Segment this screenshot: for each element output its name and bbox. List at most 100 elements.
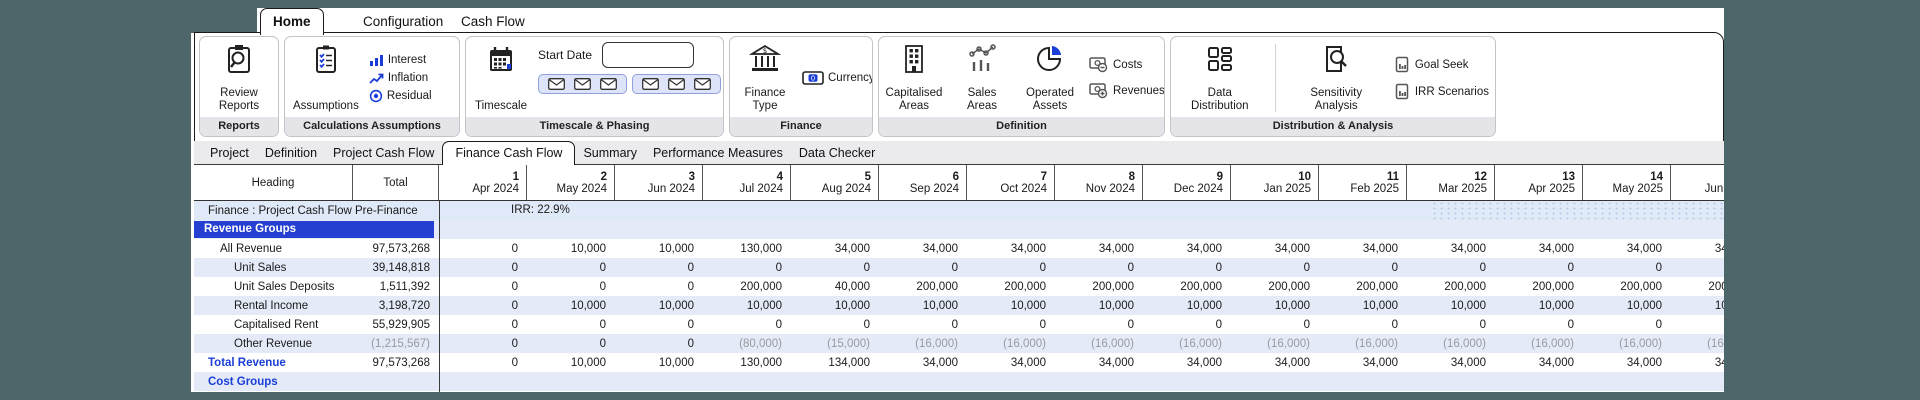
value-cell[interactable]: 34,000 xyxy=(1495,357,1583,369)
value-cell[interactable]: 0 xyxy=(791,262,879,274)
total-cell[interactable]: 1,511,392 xyxy=(353,281,439,293)
total-cell[interactable]: 3,198,720 xyxy=(353,300,439,312)
sheet-tab-performance-measures[interactable]: Performance Measures xyxy=(645,142,791,164)
value-cell[interactable]: (16,000) xyxy=(1319,338,1407,350)
timescale-button[interactable]: Timescale xyxy=(472,40,530,116)
value-cell[interactable]: 0 xyxy=(1055,262,1143,274)
table-row-total-revenue[interactable]: Total Revenue97,573,268010,00010,000130,… xyxy=(194,353,1724,372)
value-cell[interactable]: 130,000 xyxy=(703,243,791,255)
total-cell[interactable]: (1,215,567) xyxy=(353,338,439,350)
table-row-unit-sales-deposits[interactable]: Unit Sales Deposits1,511,392000200,00040… xyxy=(194,277,1724,296)
sheet-tab-project-cash-flow[interactable]: Project Cash Flow xyxy=(325,142,442,164)
value-cell[interactable]: 0 xyxy=(439,300,527,312)
capitalised-areas-button[interactable]: Capitalised Areas xyxy=(885,40,943,116)
sheet-tab-data-checker[interactable]: Data Checker xyxy=(791,142,883,164)
value-cell[interactable]: 200,000 xyxy=(1231,281,1319,293)
envelope-icon[interactable] xyxy=(574,78,591,90)
value-cell[interactable]: 0 xyxy=(527,262,615,274)
value-cell[interactable]: 0 xyxy=(615,262,703,274)
value-cell[interactable]: 134,000 xyxy=(791,357,879,369)
assumptions-button[interactable]: Assumptions xyxy=(291,40,361,116)
value-cell[interactable]: 34,000 xyxy=(1671,243,1724,255)
total-cell[interactable]: 55,929,905 xyxy=(353,319,439,331)
value-cell[interactable]: 200,000 xyxy=(1143,281,1231,293)
value-cell[interactable]: 0 xyxy=(527,338,615,350)
value-cell[interactable]: 10,000 xyxy=(1055,300,1143,312)
value-cell[interactable]: 34,000 xyxy=(1319,357,1407,369)
value-cell[interactable]: 10,000 xyxy=(615,243,703,255)
value-cell[interactable]: 34,000 xyxy=(1055,357,1143,369)
value-cell[interactable]: 10,000 xyxy=(615,357,703,369)
value-cell[interactable]: 0 xyxy=(1143,262,1231,274)
value-cell[interactable]: 34,000 xyxy=(1143,357,1231,369)
value-cell[interactable]: 10,000 xyxy=(1143,300,1231,312)
value-cell[interactable]: 0 xyxy=(1055,319,1143,331)
value-cell[interactable]: 0 xyxy=(439,262,527,274)
value-cell[interactable]: 200,000 xyxy=(1495,281,1583,293)
value-cell[interactable]: 34,000 xyxy=(1143,243,1231,255)
envelope-icon[interactable] xyxy=(668,78,685,90)
value-cell[interactable]: (16,000) xyxy=(1495,338,1583,350)
revenues-button[interactable]: Revenues xyxy=(1089,83,1165,99)
value-cell[interactable]: 0 xyxy=(1231,262,1319,274)
value-cell[interactable]: 0 xyxy=(439,243,527,255)
value-cell[interactable]: 10,000 xyxy=(1319,300,1407,312)
value-cell[interactable]: 10,000 xyxy=(527,300,615,312)
value-cell[interactable]: (16,000) xyxy=(1407,338,1495,350)
sheet-tab-project[interactable]: Project xyxy=(202,142,257,164)
prefinance-info-row[interactable]: Finance : Project Cash Flow Pre-FinanceI… xyxy=(194,201,1724,220)
value-cell[interactable]: 200,000 xyxy=(1319,281,1407,293)
value-cell[interactable]: 34,000 xyxy=(1231,243,1319,255)
value-cell[interactable]: 40,000 xyxy=(791,281,879,293)
tab-home[interactable]: Home xyxy=(260,8,324,35)
value-cell[interactable]: 0 xyxy=(1231,319,1319,331)
value-cell[interactable]: 200,000 xyxy=(1055,281,1143,293)
value-cell[interactable]: (80,000) xyxy=(703,338,791,350)
tab-configuration[interactable]: Configuration xyxy=(351,11,455,32)
value-cell[interactable]: 0 xyxy=(1143,319,1231,331)
table-row-cost-groups[interactable]: Cost Groups xyxy=(194,372,1724,391)
table-row-rental-income[interactable]: Rental Income3,198,720010,00010,00010,00… xyxy=(194,296,1724,315)
goal-seek-button[interactable]: Goal Seek xyxy=(1395,56,1489,73)
value-cell[interactable]: 34,000 xyxy=(1319,243,1407,255)
envelope-icon[interactable] xyxy=(600,78,617,90)
start-date-input[interactable] xyxy=(602,42,694,68)
selected-section-chip[interactable]: Revenue Groups xyxy=(194,221,434,238)
value-cell[interactable]: 0 xyxy=(439,319,527,331)
currency-button[interactable]: 0 Currency xyxy=(802,71,873,85)
value-cell[interactable]: 0 xyxy=(527,281,615,293)
value-cell[interactable]: 0 xyxy=(1319,319,1407,331)
envelope-icon[interactable] xyxy=(642,78,659,90)
value-cell[interactable]: 0 xyxy=(1319,262,1407,274)
inflation-button[interactable]: Inflation xyxy=(369,71,432,85)
data-distribution-button[interactable]: Data Distribution xyxy=(1177,40,1263,116)
value-cell[interactable]: 10,000 xyxy=(615,300,703,312)
interest-button[interactable]: Interest xyxy=(369,53,432,67)
finance-type-button[interactable]: $ Finance Type xyxy=(736,40,794,116)
value-cell[interactable]: 0 xyxy=(879,319,967,331)
value-cell[interactable]: 34,000 xyxy=(1671,357,1724,369)
irr-scenarios-button[interactable]: IRR Scenarios xyxy=(1395,83,1489,100)
value-cell[interactable]: 0 xyxy=(879,262,967,274)
table-row-all-revenue[interactable]: All Revenue97,573,268010,00010,000130,00… xyxy=(194,239,1724,258)
value-cell[interactable]: 0 xyxy=(439,357,527,369)
value-cell[interactable]: 10,000 xyxy=(1583,300,1671,312)
value-cell[interactable]: 34,000 xyxy=(1583,357,1671,369)
table-row-capitalised-rent[interactable]: Capitalised Rent55,929,90500000000000000… xyxy=(194,315,1724,334)
value-cell[interactable]: 200,000 xyxy=(1407,281,1495,293)
value-cell[interactable]: 200,000 xyxy=(879,281,967,293)
value-cell[interactable]: 34,000 xyxy=(879,243,967,255)
value-cell[interactable]: 34,000 xyxy=(967,243,1055,255)
total-cell[interactable]: 39,148,818 xyxy=(353,262,439,274)
sheet-tab-summary[interactable]: Summary xyxy=(575,142,644,164)
table-row-other-revenue[interactable]: Other Revenue(1,215,567)000(80,000)(15,0… xyxy=(194,334,1724,353)
value-cell[interactable]: 34,000 xyxy=(1583,243,1671,255)
table-row-revenue-groups[interactable]: Revenue Groups xyxy=(194,220,1724,239)
costs-button[interactable]: Costs xyxy=(1089,57,1165,73)
value-cell[interactable]: 200,000 xyxy=(1583,281,1671,293)
value-cell[interactable]: 10,000 xyxy=(1407,300,1495,312)
value-cell[interactable]: 10,000 xyxy=(1671,300,1724,312)
envelope-icon[interactable] xyxy=(548,78,565,90)
value-cell[interactable]: 34,000 xyxy=(967,357,1055,369)
value-cell[interactable]: 0 xyxy=(1583,319,1671,331)
